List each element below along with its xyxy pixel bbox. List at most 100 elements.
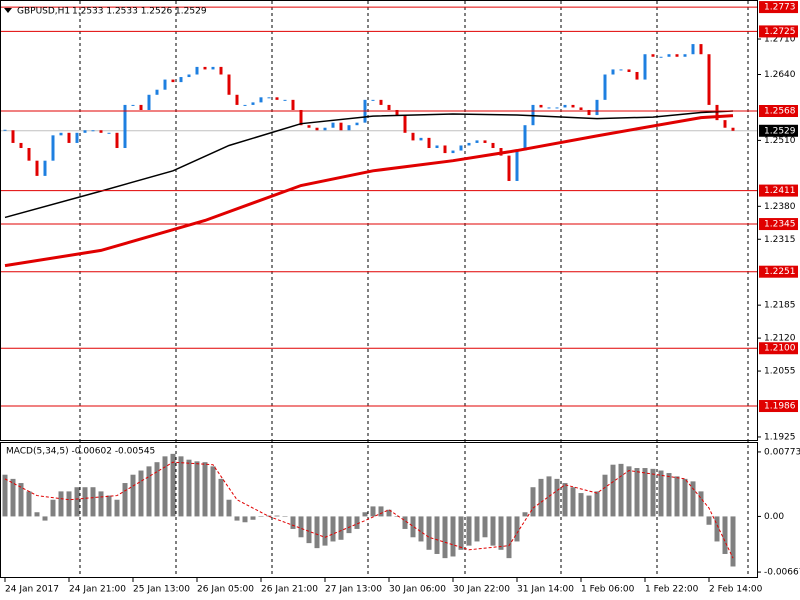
histogram-bar <box>338 516 344 540</box>
histogram-bar <box>498 516 504 550</box>
candle <box>179 77 183 83</box>
y-tick-label: 1.2640 <box>764 70 796 80</box>
histogram-bar <box>362 512 368 517</box>
histogram-bar <box>674 476 680 517</box>
histogram-bar <box>2 474 8 517</box>
histogram-bar <box>514 516 520 542</box>
candle <box>643 54 647 80</box>
histogram-bar <box>658 470 664 517</box>
candle <box>3 129 7 131</box>
candle <box>355 122 359 126</box>
x-tick-label: 26 Jan 05:00 <box>197 585 254 595</box>
vertical-grid <box>79 1 749 578</box>
histogram-bar <box>450 516 456 557</box>
histogram-bar <box>146 466 152 517</box>
histogram-bar <box>178 456 184 517</box>
current-price-label: 1.2529 <box>764 126 796 136</box>
level-label-bg <box>759 1 798 14</box>
histogram-bar <box>434 516 440 554</box>
level-label: 1.2773 <box>764 3 796 13</box>
candle <box>107 132 111 134</box>
histogram-bar <box>18 483 24 517</box>
histogram-bar <box>346 516 352 534</box>
candle <box>67 132 71 143</box>
candle <box>51 135 55 161</box>
candle <box>307 125 311 128</box>
histogram-bar <box>426 516 432 550</box>
histogram-bar <box>138 470 144 517</box>
histogram-bar <box>722 516 728 554</box>
histogram-bar <box>394 516 400 517</box>
histogram-bar <box>586 495 592 517</box>
candle <box>587 109 591 116</box>
histogram-bar <box>442 516 448 559</box>
candle <box>187 74 191 78</box>
candle <box>683 54 687 57</box>
y-tick-label: 1.1925 <box>764 432 796 442</box>
histogram-bar <box>666 473 672 517</box>
candle <box>75 132 79 143</box>
candle <box>667 54 671 57</box>
candle <box>283 99 287 101</box>
candle <box>339 122 343 131</box>
moving-average <box>4 110 734 219</box>
histogram-bar <box>354 516 360 529</box>
symbol-title: GBPUSD,H1 <box>17 7 70 17</box>
histogram-bar <box>642 468 648 517</box>
level-label-bg <box>759 218 798 231</box>
candle <box>227 74 231 95</box>
candle <box>19 142 23 149</box>
histogram-bar <box>546 476 552 517</box>
candle <box>211 66 215 70</box>
histogram-bar <box>42 516 48 521</box>
histogram-bar <box>482 516 488 538</box>
candle <box>331 122 335 128</box>
x-tick-label: 1 Feb 22:00 <box>645 585 699 595</box>
histogram-bar <box>650 468 656 517</box>
y-tick-label: 1.2055 <box>764 367 796 377</box>
candle <box>627 69 631 72</box>
candle <box>515 150 519 181</box>
histogram-bar <box>258 516 264 517</box>
histogram-bar <box>730 516 736 567</box>
histogram-bar <box>594 491 600 517</box>
histogram-bar <box>530 487 536 517</box>
histogram-bar <box>386 509 392 517</box>
histogram-bar <box>466 516 472 546</box>
candle <box>563 104 567 108</box>
histogram-bar <box>306 516 312 544</box>
y-tick-label: 1.2380 <box>764 202 796 212</box>
macd-panel-frame <box>0 442 758 578</box>
histogram-bar <box>74 487 80 517</box>
candle <box>507 155 511 181</box>
x-tick-label: 24 Jan 21:00 <box>69 585 126 595</box>
candle <box>459 145 463 151</box>
histogram-bar <box>370 506 376 517</box>
y-tick-label: 1.2710 <box>764 35 796 45</box>
histogram-bar <box>90 487 96 517</box>
candle <box>139 104 143 110</box>
macd-title: MACD(5,34,5) -0.00602 -0.00545 <box>6 447 155 457</box>
candle <box>291 99 295 110</box>
histogram-bar <box>218 478 224 517</box>
candle <box>11 130 15 143</box>
candle <box>395 109 399 116</box>
histogram-bar <box>26 491 32 517</box>
histogram-bar <box>154 462 160 517</box>
candle <box>275 97 279 100</box>
candle <box>147 94 151 110</box>
y-tick-label: 1.2315 <box>764 235 796 245</box>
candle <box>235 94 239 105</box>
candle <box>379 99 383 105</box>
candle <box>619 69 623 71</box>
histogram-bar <box>578 493 584 517</box>
histogram-bar <box>194 461 200 517</box>
candle <box>699 44 703 55</box>
y-tick-label: 0.00 <box>764 512 784 522</box>
histogram-bar <box>522 512 528 517</box>
level-label-bg <box>759 25 798 38</box>
plot-layer <box>0 6 757 567</box>
candle <box>411 132 415 141</box>
histogram-bar <box>714 516 720 542</box>
